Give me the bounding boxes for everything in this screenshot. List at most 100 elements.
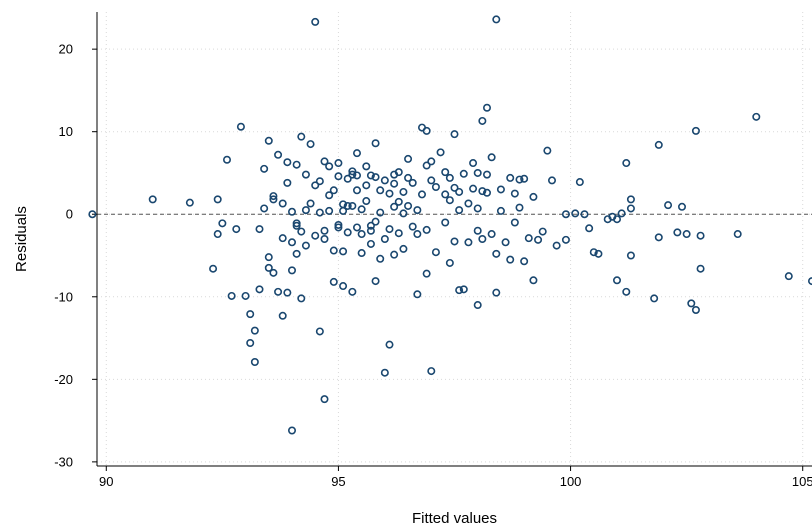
- scatter-point: [534, 235, 543, 244]
- scatter-point: [682, 230, 691, 239]
- scatter-point: [510, 218, 519, 227]
- scatter-point: [357, 249, 366, 258]
- scatter-point: [394, 197, 403, 206]
- scatter-point: [408, 222, 417, 231]
- scatter-point: [650, 294, 659, 303]
- y-tick-label: -10: [54, 289, 73, 304]
- scatter-point: [348, 170, 357, 179]
- scatter-point: [246, 339, 255, 348]
- scatter-point: [297, 227, 306, 236]
- scatter-point: [492, 15, 501, 24]
- scatter-point: [274, 287, 283, 296]
- scatter-point: [506, 173, 515, 182]
- scatter-point: [227, 291, 236, 300]
- scatter-point: [413, 230, 422, 239]
- scatter-point: [264, 263, 273, 272]
- scatter-point: [325, 162, 334, 171]
- scatter-point: [274, 150, 283, 159]
- scatter-point: [320, 157, 329, 166]
- scatter-point: [459, 169, 468, 178]
- scatter-point: [371, 139, 380, 148]
- scatter-point: [626, 204, 635, 213]
- scatter-point: [450, 237, 459, 246]
- scatter-point: [404, 173, 413, 182]
- scatter-point: [422, 225, 431, 234]
- scatter-point: [404, 201, 413, 210]
- scatter-point: [283, 178, 292, 187]
- scatter-point: [654, 233, 663, 242]
- scatter-point: [469, 159, 478, 168]
- y-tick-label: 0: [66, 207, 73, 222]
- scatter-point: [329, 277, 338, 286]
- scatter-point: [473, 301, 482, 310]
- scatter-point: [315, 177, 324, 186]
- data-points: [88, 15, 812, 435]
- scatter-point: [561, 210, 570, 219]
- scatter-point: [399, 187, 408, 196]
- scatter-point: [617, 209, 626, 218]
- y-tick-label: -30: [54, 454, 73, 469]
- scatter-point: [687, 299, 696, 308]
- scatter-point: [450, 130, 459, 139]
- scatter-point: [594, 249, 603, 258]
- scatter-point: [325, 206, 334, 215]
- scatter-point: [339, 200, 348, 209]
- scatter-point: [357, 230, 366, 239]
- scatter-point: [515, 203, 524, 212]
- scatter-point: [691, 126, 700, 135]
- scatter-point: [218, 219, 227, 228]
- scatter-point: [306, 140, 315, 149]
- scatter-point: [315, 208, 324, 217]
- scatter-point: [487, 230, 496, 239]
- scatter-point: [329, 246, 338, 255]
- scatter-point: [371, 277, 380, 286]
- scatter-point: [297, 132, 306, 141]
- scatter-point: [236, 122, 245, 131]
- scatter-point: [413, 206, 422, 215]
- scatter-point: [445, 173, 454, 182]
- scatter-point: [417, 190, 426, 199]
- scatter-point: [496, 185, 505, 194]
- scatter-point: [422, 269, 431, 278]
- scatter-point: [213, 230, 222, 239]
- scatter-point: [223, 155, 232, 164]
- scatter-point: [492, 249, 501, 258]
- scatter-point: [538, 227, 547, 236]
- scatter-point: [269, 195, 278, 204]
- scatter-point: [575, 178, 584, 187]
- scatter-point: [255, 225, 264, 234]
- scatter-point: [283, 288, 292, 297]
- scatter-point: [334, 220, 343, 229]
- scatter-point: [334, 223, 343, 232]
- scatter-point: [520, 174, 529, 183]
- scatter-point: [366, 171, 375, 180]
- scatter-point: [473, 226, 482, 235]
- scatter-point: [473, 168, 482, 177]
- scatter-point: [385, 340, 394, 349]
- x-axis-title: Fitted values: [412, 510, 497, 527]
- scatter-point: [260, 204, 269, 213]
- scatter-point: [301, 170, 310, 179]
- scatter-point: [287, 266, 296, 275]
- scatter-point: [394, 168, 403, 177]
- scatter-point: [431, 182, 440, 191]
- scatter-point: [339, 247, 348, 256]
- scatter-point: [427, 176, 436, 185]
- scatter-point: [691, 305, 700, 314]
- scatter-point: [311, 231, 320, 240]
- scatter-point: [278, 234, 287, 243]
- scatter-point: [413, 290, 422, 299]
- scatter-point: [752, 112, 761, 121]
- scatter-point: [278, 311, 287, 320]
- scatter-point: [339, 282, 348, 291]
- scatter-point: [482, 103, 491, 112]
- scatter-point: [441, 168, 450, 177]
- scatter-point: [311, 17, 320, 26]
- scatter-point: [464, 238, 473, 247]
- scatter-point: [385, 225, 394, 234]
- scatter-point: [334, 172, 343, 181]
- scatter-point: [399, 244, 408, 253]
- scatter-point: [482, 188, 491, 197]
- x-tick-label: 105: [792, 474, 812, 489]
- scatter-point: [404, 154, 413, 163]
